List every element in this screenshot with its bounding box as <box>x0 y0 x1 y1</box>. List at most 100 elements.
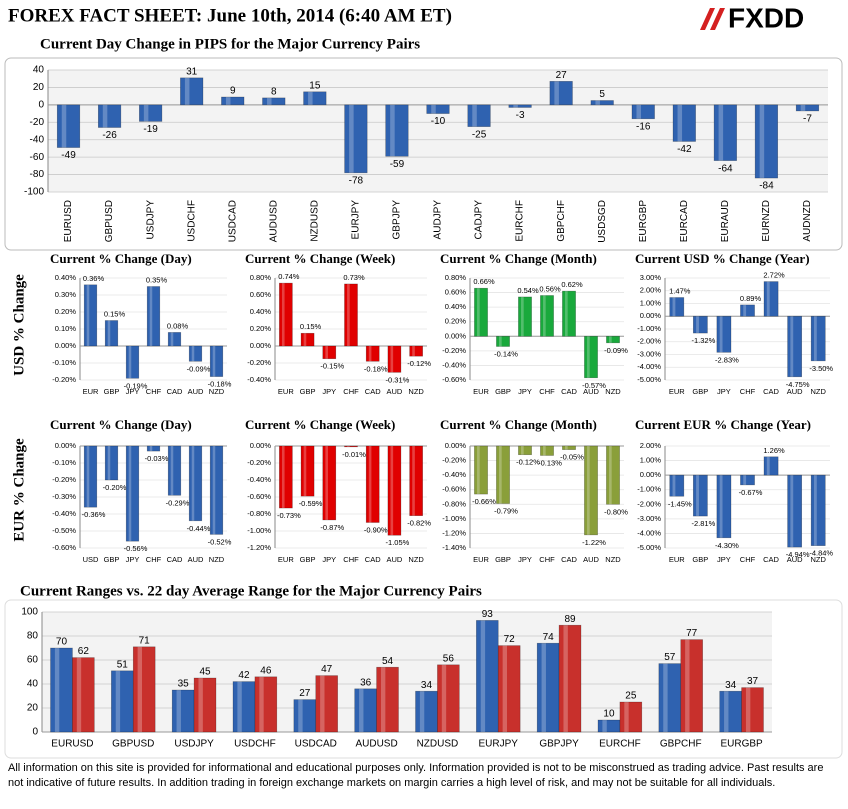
y-tick-label: -2.00% <box>637 499 661 508</box>
y-tick-label: -0.20% <box>52 375 76 384</box>
x-tick-label: CHF <box>146 555 162 564</box>
bar-highlight <box>587 446 590 535</box>
row-label: EUR % Change <box>11 438 27 542</box>
x-tick-label: AUD <box>787 387 803 396</box>
x-tick-label: NZD <box>605 387 621 396</box>
bar-highlight <box>441 664 447 732</box>
bar <box>279 282 293 347</box>
y-tick-label: 0 <box>32 727 38 738</box>
data-label: 0.56% <box>539 284 561 293</box>
data-label: -4.84% <box>809 549 833 558</box>
x-tick-label: GBPCHF <box>556 200 567 242</box>
bar <box>763 456 779 476</box>
data-label: -1.45% <box>668 499 692 508</box>
x-tick-label: AUDUSD <box>268 200 279 242</box>
bar-highlight <box>347 446 350 447</box>
bar <box>692 474 708 517</box>
bar-highlight <box>685 639 690 732</box>
x-tick-label: EUR <box>83 387 99 396</box>
bar <box>279 445 293 509</box>
bar-highlight <box>184 77 190 105</box>
bar <box>111 670 134 733</box>
bar <box>387 445 402 536</box>
data-label: 93 <box>482 609 494 620</box>
y-tick-label: -1.20% <box>247 543 271 552</box>
data-label: 10 <box>603 709 615 720</box>
bar <box>344 283 358 347</box>
bar <box>606 335 620 344</box>
x-tick-label: GBP <box>495 387 511 396</box>
bar-highlight <box>587 336 590 378</box>
x-tick-label: EURGBP <box>720 739 763 750</box>
data-label: -0.31% <box>386 375 410 384</box>
x-tick-label: CAD <box>561 387 577 396</box>
data-label: 62 <box>78 646 90 657</box>
y-tick-label: 60 <box>27 655 39 666</box>
x-tick-label: GBP <box>692 555 708 564</box>
bar-highlight <box>499 336 502 347</box>
bar <box>763 281 779 317</box>
bar-highlight <box>609 336 612 343</box>
bar <box>590 100 614 106</box>
bar <box>132 646 156 733</box>
bar-highlight <box>380 667 386 732</box>
data-label: 1.26% <box>763 446 785 455</box>
y-tick-label: 2.00% <box>640 441 662 450</box>
y-tick-label: -0.20% <box>442 346 466 355</box>
bar-highlight <box>191 446 195 521</box>
bar-highlight <box>298 699 303 732</box>
y-tick-label: -0.60% <box>52 543 76 552</box>
y-tick-label: -0.60% <box>247 492 271 501</box>
data-label: -0.80% <box>604 507 628 516</box>
y-tick-label: -4.00% <box>637 362 661 371</box>
data-label: -84 <box>759 181 774 192</box>
bar <box>606 445 620 505</box>
bar-highlight <box>191 346 195 362</box>
bar-highlight <box>800 104 806 111</box>
bar <box>365 445 380 523</box>
chart-title: Current % Change (Month) <box>440 417 597 432</box>
bar <box>810 474 826 546</box>
x-tick-label: AUD <box>583 387 599 396</box>
x-tick-label: NZD <box>408 555 424 564</box>
bar-highlight <box>86 284 90 346</box>
bar-highlight <box>636 104 642 119</box>
data-label: 8 <box>271 87 277 98</box>
y-tick-label: 0.00% <box>55 441 77 450</box>
data-label: -0.56% <box>124 544 148 553</box>
y-tick-label: 0.80% <box>250 273 272 282</box>
bar <box>474 287 488 337</box>
x-tick-label: CAD <box>167 387 183 396</box>
bar-highlight <box>325 446 328 520</box>
bar-highlight <box>237 681 242 732</box>
data-label: -0.67% <box>739 488 763 497</box>
bar <box>315 675 338 733</box>
x-tick-label: AUD <box>387 387 403 396</box>
data-label: -0.73% <box>277 511 301 520</box>
data-label: -0.82% <box>407 519 431 528</box>
data-label: 5 <box>599 89 605 100</box>
y-tick-label: 0.00% <box>445 441 467 450</box>
data-label: 71 <box>139 635 151 646</box>
data-label: -0.66% <box>472 497 496 506</box>
y-tick-label: -0.20% <box>52 475 76 484</box>
bar-highlight <box>349 104 354 173</box>
bar-highlight <box>472 104 477 127</box>
y-tick-label: 0.00% <box>250 441 272 450</box>
chart-title: Current Ranges vs. 22 day Average Range … <box>20 583 482 599</box>
bar <box>97 104 122 128</box>
x-tick-label: GBPUSD <box>112 739 154 750</box>
bar <box>740 304 755 317</box>
x-tick-label: CHF <box>539 555 555 564</box>
data-label: 47 <box>321 664 333 675</box>
x-tick-label: JPY <box>126 555 140 564</box>
y-tick-label: 20 <box>33 82 45 93</box>
bar <box>409 445 423 516</box>
bar <box>365 345 380 362</box>
bar <box>672 104 696 142</box>
x-tick-label: USDCAD <box>227 200 238 242</box>
x-tick-label: JPY <box>126 387 140 396</box>
bar-highlight <box>359 688 364 732</box>
y-tick-label: -0.80% <box>442 499 466 508</box>
chart-title: Current % Change (Day) <box>50 251 192 266</box>
